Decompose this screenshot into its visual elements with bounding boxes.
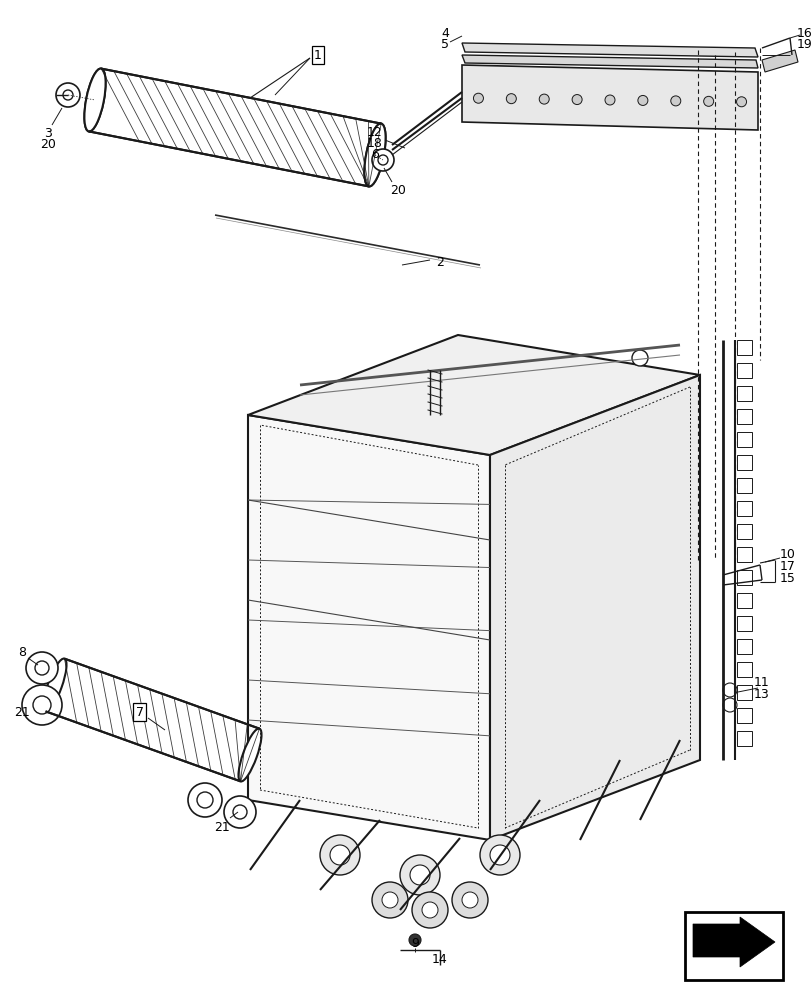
Text: 21: 21 xyxy=(14,706,30,718)
Text: 19: 19 xyxy=(796,38,811,51)
Bar xyxy=(736,478,751,493)
Polygon shape xyxy=(461,43,757,57)
Text: 16: 16 xyxy=(796,27,811,40)
Circle shape xyxy=(400,855,440,895)
Circle shape xyxy=(670,96,680,106)
Bar xyxy=(736,409,751,424)
Text: 20: 20 xyxy=(40,138,56,151)
Text: 20: 20 xyxy=(389,184,406,197)
Circle shape xyxy=(410,865,430,885)
Bar xyxy=(736,708,751,723)
Text: 6: 6 xyxy=(371,148,379,161)
Text: 14: 14 xyxy=(431,953,448,966)
Text: 21: 21 xyxy=(214,821,230,834)
Text: 12: 12 xyxy=(367,126,383,139)
Bar xyxy=(736,386,751,401)
Circle shape xyxy=(371,882,407,918)
Ellipse shape xyxy=(238,729,261,781)
Bar xyxy=(736,524,751,539)
Bar xyxy=(736,501,751,516)
Bar xyxy=(736,340,751,355)
Text: 8: 8 xyxy=(18,646,26,658)
Ellipse shape xyxy=(364,124,385,186)
Circle shape xyxy=(422,902,437,918)
Text: 15: 15 xyxy=(779,572,795,584)
Bar xyxy=(736,616,751,631)
Circle shape xyxy=(409,934,420,946)
Circle shape xyxy=(479,835,519,875)
Circle shape xyxy=(26,652,58,684)
Polygon shape xyxy=(461,55,757,68)
Circle shape xyxy=(197,792,212,808)
Text: 17: 17 xyxy=(779,560,795,574)
Bar xyxy=(736,455,751,470)
Circle shape xyxy=(631,350,647,366)
Circle shape xyxy=(224,796,255,828)
Text: 11: 11 xyxy=(753,676,769,688)
Circle shape xyxy=(329,845,350,865)
Circle shape xyxy=(63,90,73,100)
Circle shape xyxy=(473,93,483,103)
Circle shape xyxy=(539,94,548,104)
Bar xyxy=(736,685,751,700)
Bar xyxy=(736,570,751,585)
Circle shape xyxy=(506,94,516,104)
Circle shape xyxy=(188,783,221,817)
Circle shape xyxy=(637,95,647,105)
Circle shape xyxy=(572,95,581,105)
Bar xyxy=(736,593,751,608)
Ellipse shape xyxy=(84,69,105,131)
Bar xyxy=(736,662,751,677)
Circle shape xyxy=(371,149,393,171)
Text: 1: 1 xyxy=(314,49,321,62)
Text: 3: 3 xyxy=(44,127,52,140)
Polygon shape xyxy=(761,50,797,72)
Text: 13: 13 xyxy=(753,688,769,702)
Text: 4: 4 xyxy=(440,27,448,40)
Ellipse shape xyxy=(44,659,67,711)
Bar xyxy=(736,432,751,447)
Ellipse shape xyxy=(364,124,385,186)
Text: 5: 5 xyxy=(440,38,448,51)
Bar xyxy=(736,639,751,654)
Circle shape xyxy=(320,835,359,875)
Polygon shape xyxy=(247,335,699,455)
Bar xyxy=(736,731,751,746)
Circle shape xyxy=(461,892,478,908)
Circle shape xyxy=(35,661,49,675)
Polygon shape xyxy=(461,65,757,130)
Circle shape xyxy=(736,97,745,107)
Text: 7: 7 xyxy=(135,706,144,718)
Circle shape xyxy=(452,882,487,918)
Polygon shape xyxy=(692,917,774,967)
Circle shape xyxy=(233,805,247,819)
Text: 10: 10 xyxy=(779,548,795,562)
Circle shape xyxy=(33,696,51,714)
Circle shape xyxy=(722,698,736,712)
Text: 9: 9 xyxy=(410,937,418,950)
Circle shape xyxy=(411,892,448,928)
Circle shape xyxy=(56,83,80,107)
Polygon shape xyxy=(489,375,699,840)
Ellipse shape xyxy=(84,69,105,131)
Circle shape xyxy=(489,845,509,865)
Circle shape xyxy=(703,96,713,106)
Bar xyxy=(684,912,782,980)
Text: 2: 2 xyxy=(436,255,444,268)
Circle shape xyxy=(604,95,614,105)
Bar xyxy=(736,363,751,378)
Bar xyxy=(736,547,751,562)
Text: 18: 18 xyxy=(367,137,383,150)
Circle shape xyxy=(722,683,736,697)
Circle shape xyxy=(22,685,62,725)
Circle shape xyxy=(381,892,397,908)
Polygon shape xyxy=(247,415,489,840)
Circle shape xyxy=(378,155,388,165)
